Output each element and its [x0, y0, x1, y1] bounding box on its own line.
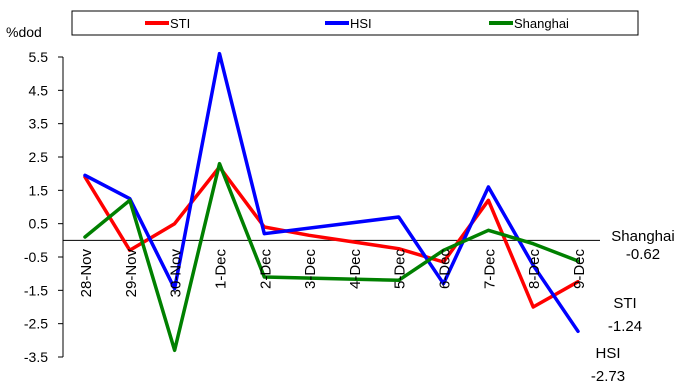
end-label-name: Shanghai — [611, 228, 674, 245]
x-tick-label: 4-Dec — [347, 249, 364, 290]
x-tick-label: 8-Dec — [526, 249, 543, 290]
x-tick-labels: 28-Nov 29-Nov 30-Nov 1-Dec 2-Dec 3-Dec 4-Dec 5-… — [78, 249, 588, 298]
x-tick-label: 2-Dec — [257, 249, 274, 290]
y-tick-label: 0.5 — [29, 216, 49, 232]
x-tick-label: 3-Dec — [302, 249, 319, 290]
x-tick-label: 6-Dec — [437, 249, 454, 290]
x-tick-label: 5-Dec — [392, 249, 409, 290]
series-line-shanghai — [83, 161, 580, 353]
y-tick-label: 5.5 — [29, 49, 49, 65]
y-tick-label: 1.5 — [29, 182, 49, 198]
end-label-value: -0.62 — [626, 246, 660, 263]
end-label-value: -2.73 — [591, 368, 625, 385]
end-label-name: HSI — [595, 345, 620, 362]
x-tick-label: 30-Nov — [168, 249, 185, 298]
legend-label-sti: STI — [170, 16, 190, 31]
y-tick-label: -2.5 — [24, 316, 48, 332]
y-tick-label: -1.5 — [24, 282, 48, 298]
x-tick-label: 1-Dec — [212, 249, 229, 290]
axes: 5.5 4.5 3.5 2.5 1.5 0.5 -0.5 -1.5 -2.5 -3.5 — [24, 49, 600, 365]
x-tick-label: 28-Nov — [78, 249, 95, 298]
series-layer — [83, 51, 580, 353]
legend-label-shanghai: Shanghai — [514, 16, 569, 31]
legend-label-hsi: HSI — [350, 16, 372, 31]
y-tick-label: 3.5 — [29, 116, 49, 132]
legend: STI HSI Shanghai — [71, 10, 639, 36]
y-tick-label: 4.5 — [29, 82, 49, 98]
end-labels: STI -1.24 HSI -2.73 Shanghai-0.62 — [591, 228, 675, 385]
series-line-hsi — [83, 51, 580, 334]
y-tick-label: -3.5 — [24, 349, 48, 365]
end-label-name: STI — [613, 295, 636, 312]
x-tick-label: 29-Nov — [123, 249, 140, 298]
x-tick-label: 9-Dec — [571, 249, 588, 290]
y-tick-label: 2.5 — [29, 149, 49, 165]
y-tick-label: -0.5 — [24, 249, 48, 265]
x-tick-label: 7-Dec — [481, 249, 498, 290]
end-label-value: -1.24 — [608, 318, 642, 335]
series-line-sti — [83, 165, 580, 309]
y-axis-title: %dod — [6, 24, 42, 40]
